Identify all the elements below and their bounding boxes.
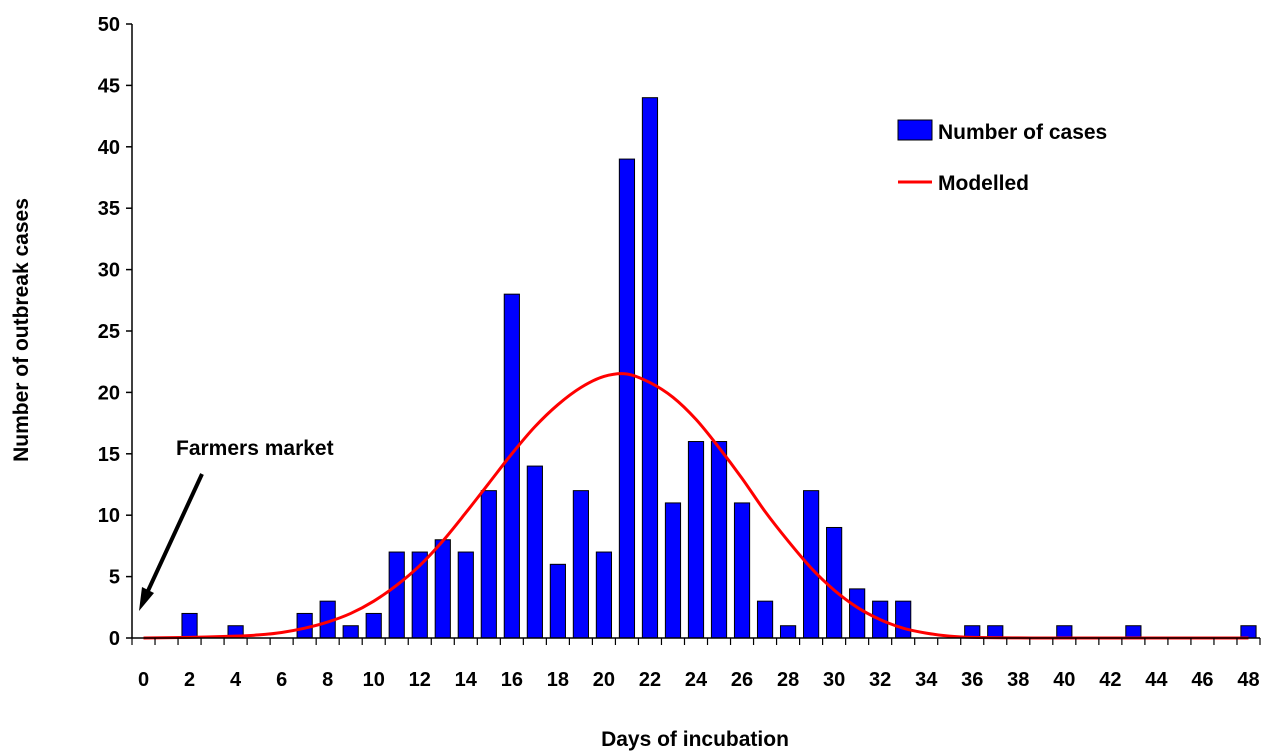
bar-day-48	[1240, 625, 1257, 639]
y-tick-label-35: 35	[98, 198, 120, 220]
annotation-arrow-head	[139, 587, 154, 611]
x-tick-label-26: 26	[731, 669, 753, 691]
y-tick-label-20: 20	[98, 382, 120, 404]
bar-day-40	[1056, 625, 1073, 639]
bar-day-10	[365, 612, 382, 639]
x-tick-label-42: 42	[1099, 669, 1121, 691]
x-tick-label-18: 18	[547, 669, 569, 691]
x-tick-label-4: 4	[230, 669, 242, 691]
bar-day-31	[849, 588, 866, 639]
x-tick-label-30: 30	[823, 669, 845, 691]
x-tick-label-22: 22	[639, 669, 661, 691]
bar-day-16	[503, 293, 520, 639]
bar-day-19	[572, 490, 589, 639]
x-tick-label-12: 12	[409, 669, 431, 691]
bars-layer	[181, 97, 1257, 639]
x-tick-label-10: 10	[363, 669, 385, 691]
bar-day-30	[826, 526, 843, 639]
y-tick-label-0: 0	[109, 628, 120, 650]
y-tick-label-30: 30	[98, 260, 120, 282]
bar-day-11	[388, 551, 405, 639]
bar-day-43	[1125, 625, 1142, 639]
bar-day-20	[595, 551, 613, 639]
y-axis-title: Number of outbreak cases	[10, 198, 33, 462]
x-tick-label-16: 16	[501, 669, 523, 691]
bar-day-13	[434, 539, 451, 639]
bar-day-23	[664, 502, 682, 639]
annotation-arrow-shaft	[145, 473, 204, 594]
annotation-farmers-market: Farmers market	[139, 437, 334, 611]
x-tick-label-6: 6	[276, 669, 287, 691]
x-tick-label-0: 0	[138, 669, 149, 691]
x-tick-label-40: 40	[1053, 669, 1075, 691]
y-tick-label-5: 5	[109, 567, 120, 589]
bar-day-27	[756, 600, 774, 639]
x-tick-label-24: 24	[685, 669, 708, 691]
x-tick-label-48: 48	[1237, 669, 1259, 691]
x-tick-label-44: 44	[1145, 669, 1168, 691]
x-tick-label-28: 28	[777, 669, 799, 691]
bar-day-15	[480, 490, 497, 639]
bar-day-28	[779, 625, 797, 639]
bar-day-21	[618, 158, 636, 639]
line-layer	[143, 372, 1249, 640]
y-tick-label-10: 10	[98, 505, 120, 527]
bar-day-33	[895, 600, 912, 639]
bar-day-26	[733, 502, 751, 639]
bar-day-25	[710, 441, 728, 639]
x-tick-label-36: 36	[961, 669, 983, 691]
x-tick-label-14: 14	[455, 669, 478, 691]
y-tick-label-25: 25	[98, 321, 120, 343]
x-tick-label-46: 46	[1191, 669, 1213, 691]
bar-day-17	[526, 465, 543, 639]
legend: Number of cases Modelled	[897, 119, 1107, 195]
x-axis-title: Days of incubation	[601, 728, 789, 751]
modelled-line	[143, 372, 1249, 640]
bar-day-14	[457, 551, 474, 639]
bar-day-22	[641, 97, 659, 639]
y-tick-label-50: 50	[98, 14, 120, 36]
x-tick-label-8: 8	[322, 669, 333, 691]
annotation-text: Farmers market	[176, 437, 334, 460]
bar-day-24	[687, 441, 705, 639]
legend-swatch-number-of-cases	[897, 119, 933, 141]
x-tick-label-38: 38	[1007, 669, 1029, 691]
y-tick-label-15: 15	[98, 444, 120, 466]
x-tick-label-32: 32	[869, 669, 891, 691]
legend-label-number-of-cases: Number of cases	[938, 121, 1107, 144]
y-tick-label-40: 40	[98, 137, 120, 159]
bar-day-9	[342, 625, 359, 639]
bar-day-18	[549, 563, 566, 639]
y-tick-label-45: 45	[98, 75, 120, 97]
legend-label-modelled: Modelled	[938, 172, 1029, 195]
axes-layer	[126, 23, 1261, 645]
x-tick-label-34: 34	[915, 669, 938, 691]
x-tick-label-2: 2	[184, 669, 195, 691]
x-tick-label-20: 20	[593, 669, 615, 691]
bar-day-2	[181, 612, 198, 639]
